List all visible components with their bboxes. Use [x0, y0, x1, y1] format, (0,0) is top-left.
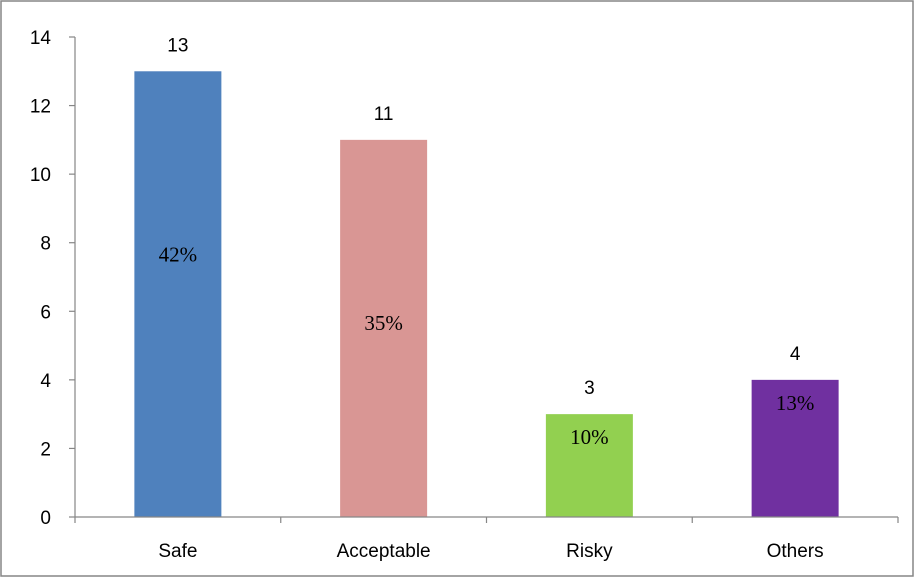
bar-others — [751, 379, 839, 517]
bar-percent-label: 10% — [570, 425, 609, 449]
bar-value-label: 13 — [167, 35, 188, 56]
bar-percent-label: 13% — [776, 391, 815, 415]
x-tick-label: Acceptable — [337, 541, 431, 562]
y-tick-label: 14 — [30, 28, 52, 49]
bar-value-label: 4 — [790, 344, 801, 365]
y-tick-label: 2 — [40, 439, 51, 460]
y-tick-label: 10 — [30, 165, 51, 186]
x-axis-ticks: Safe Acceptable Risky Others — [74, 517, 899, 562]
y-tick-label: 12 — [30, 97, 51, 118]
bar-acceptable — [340, 139, 428, 517]
x-tick-label: Others — [767, 541, 824, 562]
bar-percent-label: 42% — [159, 242, 198, 266]
bar-value-label: 11 — [374, 104, 394, 125]
bar-safe — [134, 71, 222, 518]
y-tick-label: 8 — [40, 234, 51, 255]
y-tick-label: 6 — [40, 302, 51, 323]
bar-percent-label: 35% — [364, 311, 403, 335]
y-tick-label: 4 — [40, 371, 51, 392]
x-tick-label: Risky — [566, 541, 613, 562]
bars-group: 13 42% 11 35% 3 10% 4 13% — [134, 35, 839, 518]
bar-risky — [545, 414, 633, 517]
x-tick-label: Safe — [158, 541, 197, 562]
y-axis-ticks: 0 2 4 6 8 10 12 14 — [30, 28, 75, 529]
bar-value-label: 3 — [584, 378, 595, 399]
y-tick-label: 0 — [40, 508, 51, 529]
